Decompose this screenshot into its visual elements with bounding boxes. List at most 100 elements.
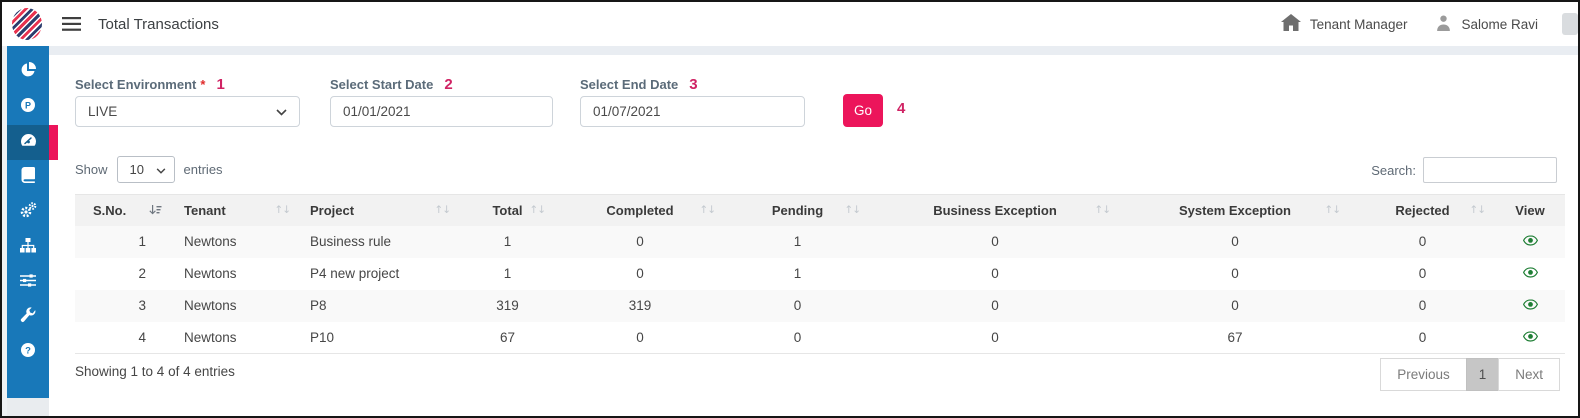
column-label: Pending (771, 202, 824, 218)
sidebar-footer (7, 398, 49, 416)
transactions-table: S.No. Tenant ↑↓ Project ↑↓ Total ↑↓ Completed ↑↓… (75, 194, 1565, 354)
view-eye-icon[interactable] (1522, 235, 1538, 246)
next-page-button[interactable]: Next (1498, 358, 1560, 391)
go-button[interactable]: Go (843, 94, 883, 127)
table-header-row: S.No. Tenant ↑↓ Project ↑↓ Total ↑↓ Completed ↑↓… (75, 194, 1565, 226)
column-header-system-exception[interactable]: System Exception ↑↓ (1120, 194, 1350, 226)
start-date-input[interactable] (330, 96, 553, 127)
cogs-icon (20, 202, 37, 223)
sort-icon: ↑↓ (1094, 204, 1111, 217)
menu-toggle-icon[interactable] (62, 17, 81, 31)
cell-rejected: 0 (1418, 298, 1427, 313)
previous-page-button[interactable]: Previous (1380, 358, 1467, 391)
show-label: Show (75, 162, 108, 177)
column-label: Business Exception (933, 202, 1057, 218)
cell-s-no: 2 (138, 266, 146, 281)
sidebar-item-cogs[interactable] (7, 195, 49, 230)
sliders-icon (20, 273, 36, 293)
end-date-input[interactable] (580, 96, 805, 127)
view-eye-icon[interactable] (1522, 299, 1538, 310)
cell-total: 1 (503, 266, 512, 281)
cell-rejected: 0 (1418, 234, 1427, 249)
cell-s-no: 4 (138, 329, 146, 345)
sidebar-item-dashboard[interactable] (7, 125, 58, 160)
sidebar-item-wrench[interactable] (7, 300, 49, 335)
svg-text:P: P (25, 100, 31, 110)
annotation-1: 1 (216, 76, 225, 93)
annotation-3: 3 (689, 76, 698, 93)
search-input[interactable] (1423, 157, 1557, 183)
chevron-down-icon (156, 162, 166, 177)
cell-system-exception: 0 (1231, 298, 1239, 313)
user-avatar-icon (1435, 14, 1452, 34)
sidebar-item-sitemap[interactable] (7, 230, 49, 265)
cell-business-exception: 0 (991, 234, 999, 249)
view-eye-icon[interactable] (1522, 331, 1538, 342)
cell-pending: 0 (793, 329, 802, 345)
pie-chart-icon (20, 62, 36, 83)
p-badge-icon: P (20, 97, 36, 118)
search-label: Search: (1371, 162, 1416, 178)
column-label: Total (492, 202, 523, 218)
sort-icon-active (149, 204, 162, 216)
sort-icon: ↑↓ (1469, 204, 1486, 217)
sidebar: P ? (7, 46, 58, 398)
column-label: Rejected (1395, 202, 1450, 218)
sort-icon: ↑↓ (844, 204, 861, 217)
cell-total: 67 (499, 329, 516, 345)
cell-completed: 319 (628, 298, 652, 313)
end-date-label: Select End Date 3 (580, 76, 698, 93)
user-menu[interactable]: Salome Ravi (1435, 14, 1538, 34)
cell-pending: 1 (793, 234, 802, 249)
sidebar-item-sliders[interactable] (7, 265, 49, 300)
column-label: S.No. (93, 202, 127, 218)
sidebar-item-p-badge[interactable]: P (7, 90, 49, 125)
entries-label: entries (183, 162, 223, 177)
column-header-project[interactable]: Project ↑↓ (300, 194, 460, 226)
column-header-business-exception[interactable]: Business Exception ↑↓ (870, 194, 1120, 226)
cell-view (1495, 290, 1565, 322)
view-eye-icon[interactable] (1522, 267, 1538, 278)
help-icon: ? (20, 342, 36, 363)
annotation-2: 2 (444, 76, 453, 93)
column-header-tenant[interactable]: Tenant ↑↓ (170, 194, 300, 226)
left-gutter (2, 46, 7, 416)
cell-rejected: 0 (1418, 266, 1427, 281)
sort-icon: ↑↓ (274, 204, 291, 217)
page-size-select[interactable]: 10 (116, 156, 175, 183)
column-header-pending[interactable]: Pending ↑↓ (725, 194, 870, 226)
column-label: Project (310, 202, 355, 218)
cell-rejected: 0 (1418, 329, 1427, 345)
column-header-completed[interactable]: Completed ↑↓ (555, 194, 725, 226)
start-date-label: Select Start Date 2 (330, 76, 453, 93)
cell-business-exception: 0 (991, 298, 999, 313)
table-row: 1 Newtons Business rule 1 0 1 0 0 0 (75, 225, 1565, 258)
cell-total: 1 (503, 234, 512, 249)
sort-icon: ↑↓ (1324, 204, 1341, 217)
column-label: View (1515, 202, 1545, 218)
cell-view (1495, 226, 1565, 258)
cell-tenant: Newtons (184, 329, 237, 345)
column-header-rejected[interactable]: Rejected ↑↓ (1350, 194, 1495, 226)
sidebar-item-help[interactable]: ? (7, 335, 49, 370)
sort-icon: ↑↓ (529, 204, 546, 217)
sort-icon: ↑↓ (434, 204, 451, 217)
sidebar-item-pie-chart[interactable] (7, 55, 49, 90)
cell-completed: 0 (636, 234, 644, 249)
environment-select[interactable]: LIVE (75, 96, 300, 127)
svg-text:?: ? (25, 346, 31, 357)
sidebar-item-book[interactable] (7, 160, 49, 195)
column-header-s-no[interactable]: S.No. (75, 194, 170, 226)
tenant-manager-link[interactable]: Tenant Manager (1280, 14, 1407, 34)
column-header-total[interactable]: Total ↑↓ (460, 194, 555, 226)
chevron-down-icon (276, 104, 287, 119)
cell-project: P4 new project (310, 266, 400, 281)
cell-tenant: Newtons (184, 266, 237, 281)
current-page-button[interactable]: 1 (1465, 358, 1500, 391)
user-name: Salome Ravi (1461, 16, 1538, 32)
column-label: Tenant (184, 202, 226, 218)
pagination: Previous 1 Next (1380, 358, 1560, 391)
cell-view (1495, 258, 1565, 290)
book-icon (20, 167, 36, 188)
dashboard-icon (20, 133, 37, 153)
